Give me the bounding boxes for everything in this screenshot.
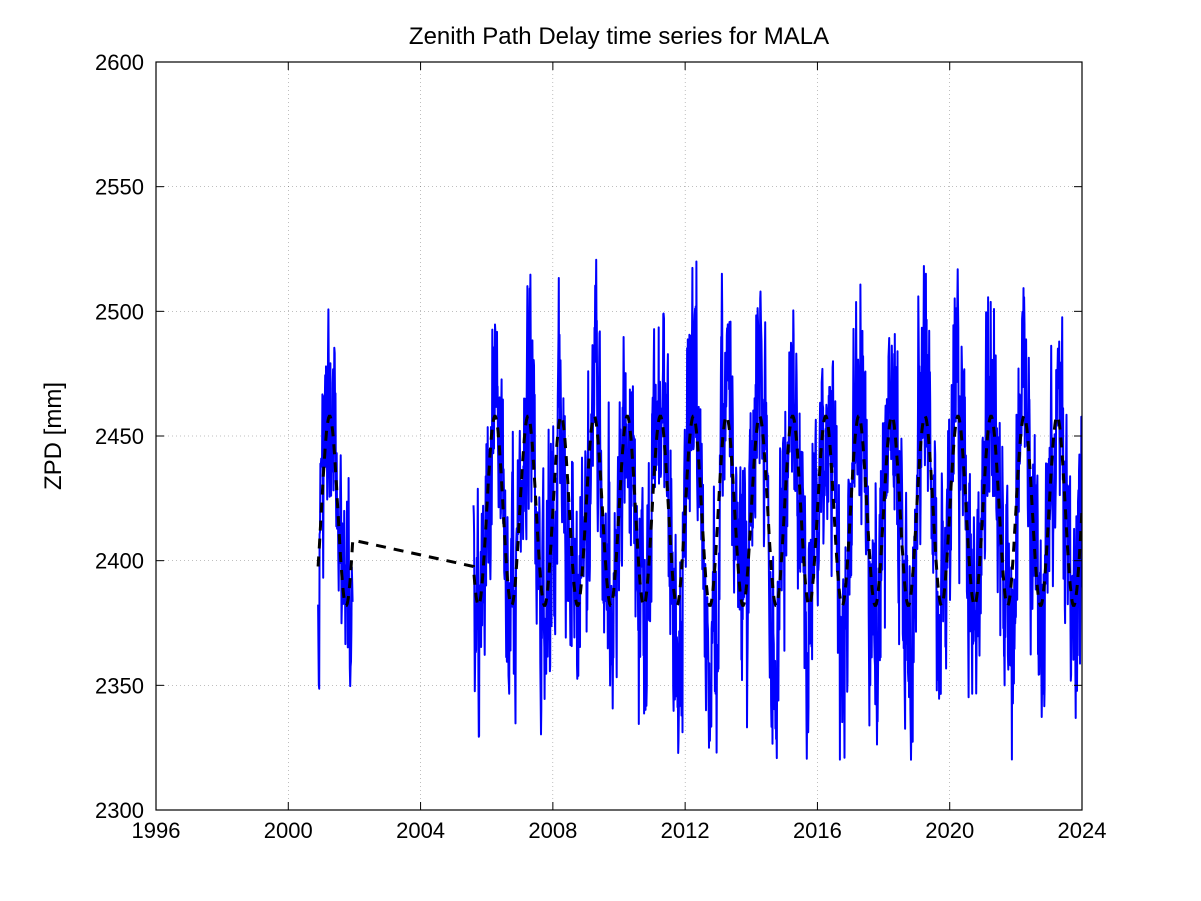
chart-title: Zenith Path Delay time series for MALA [409, 23, 829, 50]
zpd-chart-svg: 1996200020042008201220162020202423002350… [0, 0, 1201, 901]
y-tick-label: 2300 [95, 798, 144, 823]
y-tick-label: 2500 [95, 299, 144, 324]
zpd-chart-container: 1996200020042008201220162020202423002350… [0, 0, 1201, 901]
y-axis-label: ZPD [mm] [40, 382, 67, 490]
x-tick-label: 2016 [793, 818, 842, 843]
x-tick-label: 2012 [661, 818, 710, 843]
x-tick-label: 2024 [1058, 818, 1107, 843]
x-tick-label: 2004 [396, 818, 445, 843]
x-tick-label: 2000 [264, 818, 313, 843]
y-tick-label: 2550 [95, 175, 144, 200]
y-tick-label: 2450 [95, 424, 144, 449]
x-tick-label: 2020 [925, 818, 974, 843]
x-tick-label: 2008 [528, 818, 577, 843]
y-tick-label: 2350 [95, 673, 144, 698]
y-tick-label: 2400 [95, 549, 144, 574]
y-tick-label: 2600 [95, 50, 144, 75]
